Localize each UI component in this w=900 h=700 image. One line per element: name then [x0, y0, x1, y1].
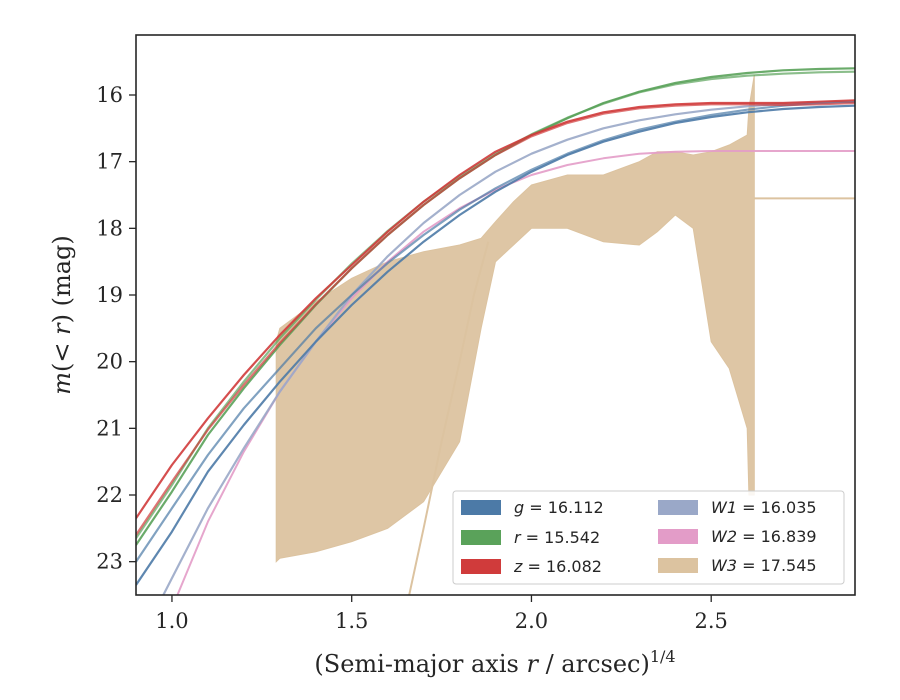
z-series-line-1: [136, 99, 855, 519]
w2-series-line-1: [176, 150, 855, 595]
y-tick-label: 22: [96, 483, 123, 507]
w2-legend-label: W2 = 16.839: [711, 527, 817, 546]
w3-legend-label: W3 = 17.545: [711, 556, 817, 575]
w1-series-line-1: [162, 100, 855, 595]
x-tick-label: 1.0: [155, 609, 188, 633]
legend-box: [452, 490, 845, 585]
x-axis-title: (Semi-major axis r / arcsec)1/4: [314, 647, 675, 678]
y-tick-label: 20: [96, 350, 123, 374]
y-axis-title: m(< r) (mag): [48, 235, 76, 395]
r-series-line-2: [136, 70, 855, 539]
g-series-line-1: [136, 104, 855, 586]
y-tick-label: 19: [96, 283, 123, 307]
plot-frame: [135, 34, 856, 596]
g-legend-label: g = 16.112: [514, 498, 604, 517]
legend: g = 16.112 r = 15.542 z = 16.082 W1 = 16.03…: [452, 490, 845, 585]
z-legend-swatch: [461, 559, 501, 574]
y-tick-label: 21: [96, 416, 123, 440]
r-legend-swatch: [461, 530, 501, 545]
w1-legend-label: W1 = 16.035: [711, 498, 817, 517]
y-tick-label: 17: [96, 150, 123, 174]
z-legend-label: z = 16.082: [513, 557, 602, 576]
y-tick-label: 18: [96, 216, 123, 240]
x-axis: 1.0 1.5 2.0 2.5: [155, 595, 728, 633]
x-tick-label: 2.5: [694, 609, 727, 633]
x-tick-label: 1.5: [335, 609, 368, 633]
y-axis: 16 17 18 19 20 21 22 23: [96, 83, 136, 574]
w1-legend-swatch: [658, 500, 698, 515]
w3-tail-line: [408, 241, 490, 595]
r-legend-label: r = 15.542: [514, 528, 600, 547]
x-tick-label: 2.0: [515, 609, 548, 633]
y-tick-label: 16: [96, 83, 123, 107]
g-series-line-2: [136, 100, 855, 563]
g-legend-swatch: [461, 500, 501, 515]
w3-legend-swatch: [658, 558, 698, 573]
y-tick-label: 23: [96, 550, 123, 574]
w2-legend-swatch: [658, 529, 698, 544]
plot-area: [136, 67, 855, 595]
w3-band: [275, 74, 755, 563]
z-series-line-2: [136, 101, 855, 536]
